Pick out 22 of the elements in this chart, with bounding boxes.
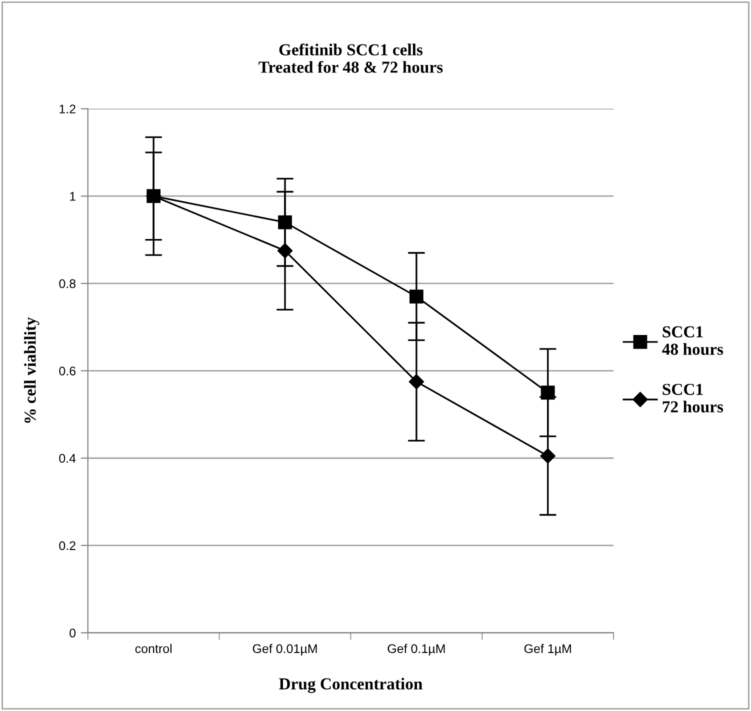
y-tick-label: 0 xyxy=(70,628,76,638)
point xyxy=(409,290,424,304)
x-tick-label: control xyxy=(135,644,172,654)
y-tick-label: 0.6 xyxy=(59,366,76,376)
y-axis-title: % cell viability xyxy=(24,317,40,423)
y-tick-label: 0.2 xyxy=(59,541,76,550)
x-tick-label: Gef 0.1µM xyxy=(388,644,445,656)
y-tick-label: 0.8 xyxy=(59,279,76,288)
point xyxy=(408,374,424,390)
point xyxy=(278,215,292,230)
legend-label: SCC1 48 hours xyxy=(662,326,724,355)
point xyxy=(277,243,293,258)
x-tick-label: Gef 1µM xyxy=(524,644,571,656)
chart-title: Gefitinib SCC1 cells Treated for 48 & 72 hours xyxy=(258,44,443,73)
y-tick-label: 0.4 xyxy=(59,454,76,463)
x-axis-title: Drug Concentration xyxy=(279,678,422,694)
y-tick-label: 1 xyxy=(70,192,76,201)
point xyxy=(540,386,555,400)
y-tick-label: 1.2 xyxy=(60,104,76,114)
point xyxy=(540,448,556,464)
x-tick-label: Gef 0.01µM xyxy=(252,644,317,656)
legend-label: SCC1 72 hours xyxy=(662,384,724,412)
